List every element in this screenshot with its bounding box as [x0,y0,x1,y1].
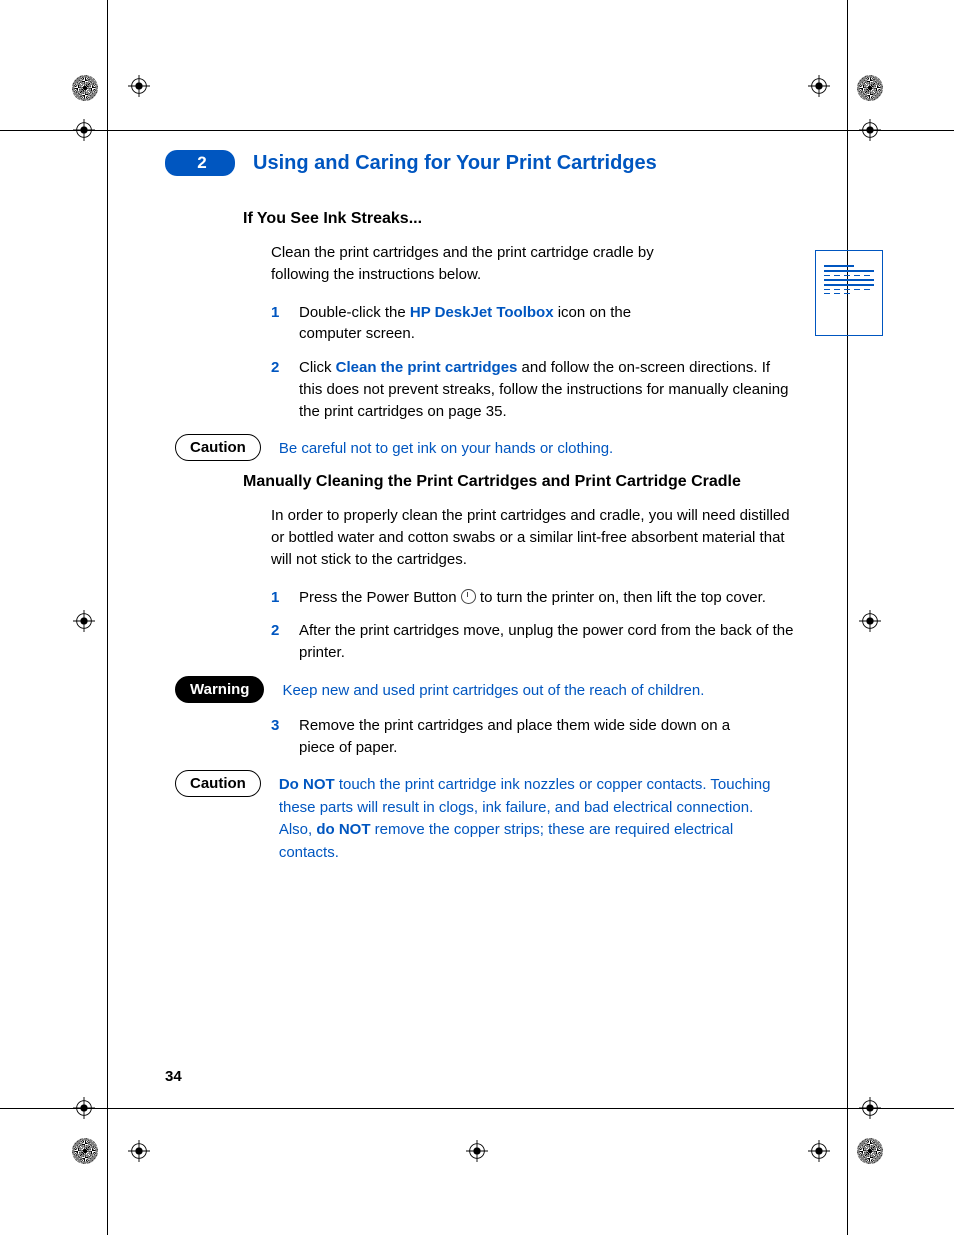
step1-text-pre: Double-click the [299,304,410,321]
clean-cartridges-link: Clean the print cartridges [336,359,518,376]
warning-text: Keep new and used print cartridges out o… [282,676,795,703]
warning-callout: Warning Keep new and used print cartridg… [165,676,795,703]
power-icon [461,589,476,604]
section1-intro: Clean the print cartridges and the print… [271,242,665,286]
reg-mark [466,1140,488,1162]
streak-sample-thumbnail [815,250,883,336]
step-number: 3 [271,715,285,759]
section2-step-1: 1 Press the Power Button to turn the pri… [271,587,795,609]
reg-mark [73,610,95,632]
page-number: 34 [165,1068,182,1085]
reg-mark [128,75,150,97]
radial-mark [857,1138,883,1164]
s2-step1-post: to turn the printer on, then lift the to… [476,589,766,606]
page-content: 2 Using and Caring for Your Print Cartri… [165,150,795,876]
section1-step-1: 1 Double-click the HP DeskJet Toolbox ic… [271,302,795,346]
reg-mark [808,75,830,97]
reg-mark [859,119,881,141]
s2-step3-text: Remove the print cartridges and place th… [299,715,795,759]
caution-callout-2: Caution Do NOT touch the print cartridge… [165,770,795,864]
section1-step-2: 2 Click Clean the print cartridges and f… [271,357,795,422]
caution2-bold2: do NOT [316,821,370,838]
reg-mark [128,1140,150,1162]
step-number: 1 [271,587,285,609]
radial-mark [857,75,883,101]
caution-badge: Caution [175,770,261,797]
section-heading-streaks: If You See Ink Streaks... [243,210,795,228]
caution2-bold1: Do NOT [279,776,335,793]
caution-callout-1: Caution Be careful not to get ink on you… [165,434,795,461]
reg-mark [859,1097,881,1119]
step-number: 1 [271,302,285,346]
caution-text: Be careful not to get ink on your hands … [279,434,795,461]
section2-step-3: 3 Remove the print cartridges and place … [271,715,795,759]
step2-text-pre: Click [299,359,336,376]
radial-mark [72,75,98,101]
step-number: 2 [271,357,285,422]
reg-mark [808,1140,830,1162]
radial-mark [72,1138,98,1164]
reg-mark [859,610,881,632]
caution-badge: Caution [175,434,261,461]
chapter-title: Using and Caring for Your Print Cartridg… [253,152,657,175]
step-number: 2 [271,620,285,664]
warning-badge: Warning [175,676,264,703]
reg-mark [73,119,95,141]
section-heading-manual: Manually Cleaning the Print Cartridges a… [243,473,795,491]
chapter-number-badge: 2 [165,150,235,176]
s2-step2-text: After the print cartridges move, unplug … [299,620,795,664]
s2-step1-pre: Press the Power Button [299,589,461,606]
section2-step-2: 2 After the print cartridges move, unplu… [271,620,795,664]
reg-mark [73,1097,95,1119]
section2-intro: In order to properly clean the print car… [271,505,795,570]
toolbox-link: HP DeskJet Toolbox [410,304,554,321]
